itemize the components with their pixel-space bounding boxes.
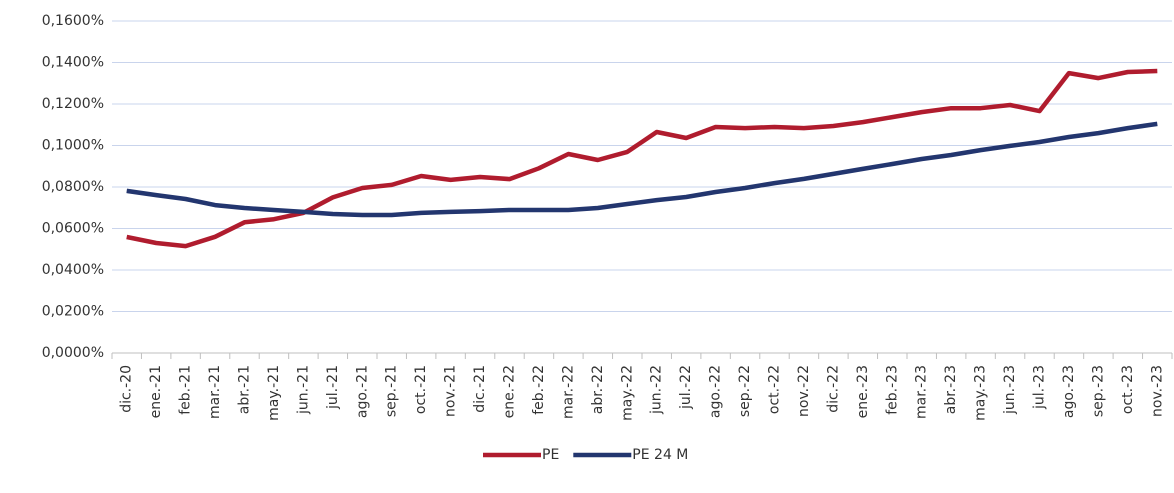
y-tick-label: 0,1200% bbox=[42, 96, 104, 112]
x-tick-label: may.-21 bbox=[266, 365, 282, 421]
x-tick-label: nov.-23 bbox=[1149, 365, 1165, 417]
x-tick-label: may.-23 bbox=[973, 365, 989, 421]
x-tick-label: jul.-21 bbox=[325, 365, 341, 410]
x-tick-label: sep.-23 bbox=[1090, 365, 1106, 417]
y-tick-label: 0,1600% bbox=[42, 13, 104, 29]
y-tick-label: 0,0400% bbox=[42, 262, 104, 278]
legend: PE PE 24 M bbox=[483, 447, 688, 463]
x-tick-label: ene.-22 bbox=[502, 365, 518, 418]
legend-label: PE 24 M bbox=[632, 447, 688, 463]
x-tick-label: feb.-21 bbox=[178, 365, 194, 415]
x-tick-label: dic.-21 bbox=[472, 365, 488, 413]
y-tick-label: 0,1400% bbox=[42, 55, 104, 71]
y-tick-label: 0,0200% bbox=[42, 304, 104, 320]
y-tick-label: 0,1000% bbox=[42, 138, 104, 154]
legend-label: PE bbox=[542, 447, 559, 463]
x-tick-label: abr.-23 bbox=[943, 365, 959, 414]
x-tick-label: mar.-21 bbox=[207, 365, 223, 419]
x-tick-label: oct.-23 bbox=[1120, 365, 1136, 414]
x-tick-label: jul.-22 bbox=[678, 365, 694, 410]
series-line bbox=[126, 121, 1158, 218]
x-tick-label: abr.-22 bbox=[590, 365, 606, 414]
x-tick-label: dic.-22 bbox=[825, 365, 841, 413]
x-tick-label: jun.-22 bbox=[649, 365, 665, 415]
x-tick-label: ago.-21 bbox=[354, 365, 370, 418]
x-tick-label: dic.-20 bbox=[119, 365, 135, 413]
x-tick-label: oct.-22 bbox=[767, 365, 783, 414]
x-tick-label: nov.-22 bbox=[796, 365, 812, 417]
y-tick-label: 0,0800% bbox=[42, 179, 104, 195]
series-line bbox=[126, 68, 1158, 249]
x-tick-label: ene.-23 bbox=[855, 365, 871, 418]
x-tick-label: feb.-23 bbox=[884, 365, 900, 415]
x-tick-label: jun.-23 bbox=[1002, 365, 1018, 415]
y-tick-label: 0,0000% bbox=[42, 345, 104, 361]
y-tick-label: 0,0600% bbox=[42, 221, 104, 237]
x-tick-label: sep.-21 bbox=[384, 365, 400, 417]
x-tick-label: abr.-21 bbox=[237, 365, 253, 414]
x-tick-label: mar.-22 bbox=[560, 365, 576, 419]
x-tick-label: ago.-22 bbox=[708, 365, 724, 418]
x-tick-label: jun.-21 bbox=[295, 365, 311, 415]
x-tick-label: ene.-21 bbox=[148, 365, 164, 418]
x-tick-label: nov.-21 bbox=[443, 365, 459, 417]
x-tick-label: oct.-21 bbox=[413, 365, 429, 414]
x-tick-label: feb.-22 bbox=[531, 365, 547, 415]
x-tick-label: ago.-23 bbox=[1061, 365, 1077, 418]
x-tick-label: jul.-23 bbox=[1032, 365, 1048, 410]
x-tick-label: mar.-23 bbox=[914, 365, 930, 419]
x-tick-label: may.-22 bbox=[619, 365, 635, 421]
x-tick-label: sep.-22 bbox=[737, 365, 753, 417]
